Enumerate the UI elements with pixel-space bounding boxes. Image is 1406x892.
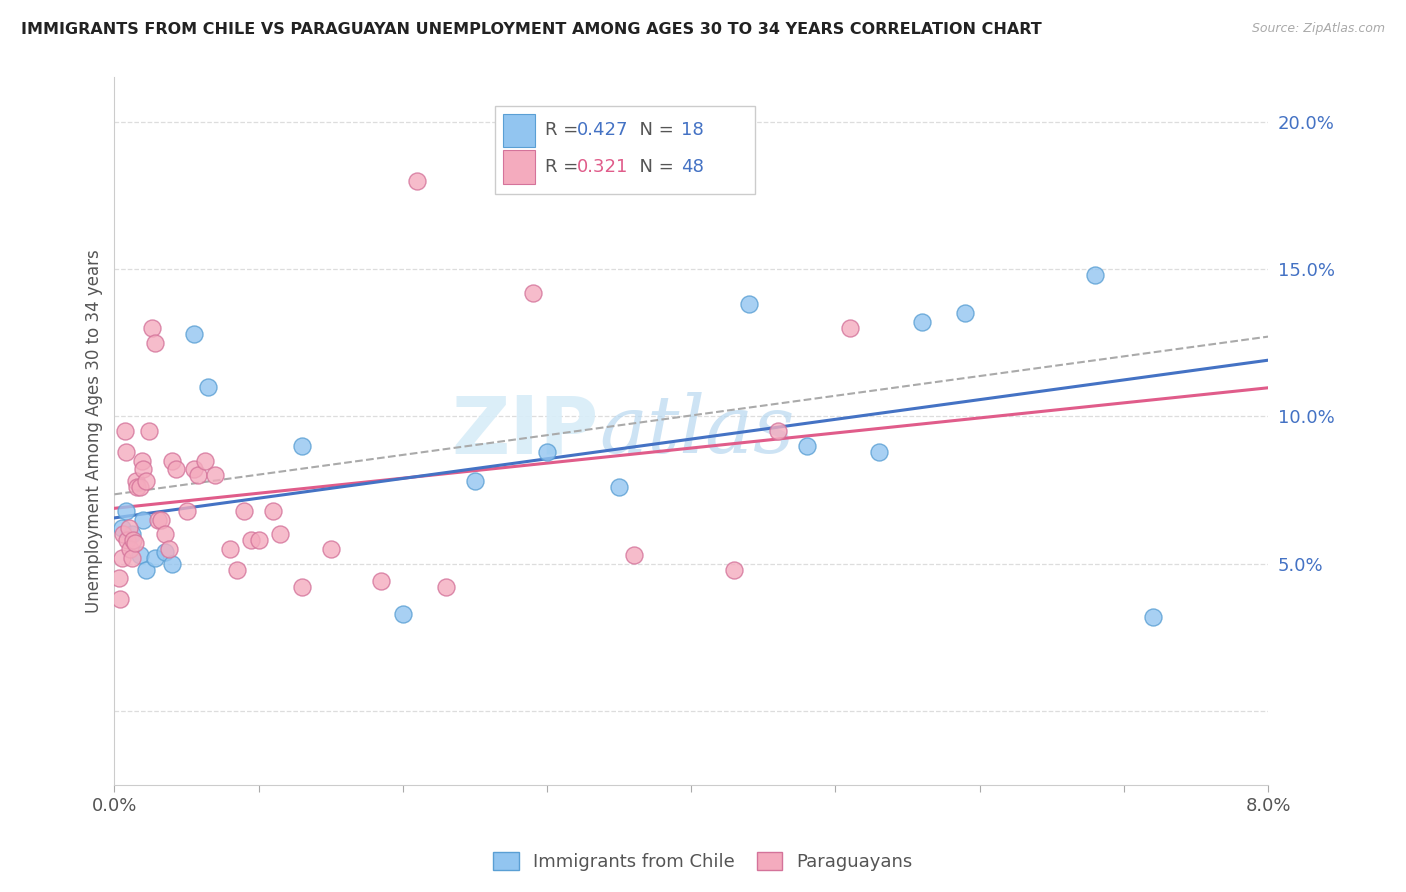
Point <box>129 548 152 562</box>
Point <box>135 563 157 577</box>
Point <box>124 536 146 550</box>
Point <box>165 462 187 476</box>
Point <box>291 439 314 453</box>
Point <box>122 533 145 548</box>
Point <box>183 326 205 341</box>
Point <box>911 315 934 329</box>
Text: 0.321: 0.321 <box>576 158 628 177</box>
Point <box>406 173 429 187</box>
Point <box>434 580 457 594</box>
Text: Source: ZipAtlas.com: Source: ZipAtlas.com <box>1251 22 1385 36</box>
Point <box>868 444 890 458</box>
Point <box>738 297 761 311</box>
Point <box>125 474 148 488</box>
Bar <box>503 113 536 147</box>
Point <box>187 468 209 483</box>
Text: N =: N = <box>627 121 679 139</box>
Point <box>723 563 745 577</box>
Point <box>204 468 226 483</box>
Point <box>796 439 818 453</box>
Point <box>953 306 976 320</box>
Point <box>536 444 558 458</box>
Legend: Immigrants from Chile, Paraguayans: Immigrants from Chile, Paraguayans <box>486 845 920 879</box>
Point <box>149 512 172 526</box>
Point <box>269 527 291 541</box>
Text: R =: R = <box>544 121 583 139</box>
Point <box>107 571 129 585</box>
Point <box>623 548 645 562</box>
Point <box>176 504 198 518</box>
Point <box>141 321 163 335</box>
Text: 48: 48 <box>681 158 704 177</box>
Point <box>153 545 176 559</box>
Text: R =: R = <box>544 158 583 177</box>
Point <box>135 474 157 488</box>
Point <box>146 512 169 526</box>
Point <box>262 504 284 518</box>
Point <box>247 533 270 548</box>
Bar <box>503 150 536 185</box>
Point <box>115 504 138 518</box>
Point <box>607 480 630 494</box>
Point <box>319 541 342 556</box>
Point <box>1142 609 1164 624</box>
Point <box>522 285 544 300</box>
Point <box>194 453 217 467</box>
Point <box>129 480 152 494</box>
Text: IMMIGRANTS FROM CHILE VS PARAGUAYAN UNEMPLOYMENT AMONG AGES 30 TO 34 YEARS CORRE: IMMIGRANTS FROM CHILE VS PARAGUAYAN UNEM… <box>21 22 1042 37</box>
Point <box>112 527 135 541</box>
Point <box>111 521 134 535</box>
Point <box>117 533 139 548</box>
Y-axis label: Unemployment Among Ages 30 to 34 years: Unemployment Among Ages 30 to 34 years <box>86 249 103 613</box>
Point <box>157 541 180 556</box>
Point <box>108 592 131 607</box>
Point <box>118 521 141 535</box>
Point <box>218 541 240 556</box>
FancyBboxPatch shape <box>495 106 755 194</box>
Point <box>153 527 176 541</box>
Point <box>1084 268 1107 282</box>
Point <box>115 444 138 458</box>
Point <box>132 512 155 526</box>
Point <box>114 424 136 438</box>
Point <box>240 533 263 548</box>
Point <box>464 474 486 488</box>
Point <box>138 424 160 438</box>
Point <box>111 550 134 565</box>
Point <box>766 424 789 438</box>
Point <box>131 453 153 467</box>
Point <box>120 541 142 556</box>
Point <box>143 550 166 565</box>
Point <box>183 462 205 476</box>
Point <box>370 574 392 589</box>
Point <box>291 580 314 594</box>
Point <box>127 480 149 494</box>
Point <box>226 563 249 577</box>
Point <box>132 462 155 476</box>
Text: 18: 18 <box>681 121 703 139</box>
Point <box>121 550 143 565</box>
Point <box>160 453 183 467</box>
Point <box>160 557 183 571</box>
Point <box>197 380 219 394</box>
Text: N =: N = <box>627 158 679 177</box>
Point <box>143 335 166 350</box>
Point <box>391 607 413 621</box>
Text: atlas: atlas <box>599 392 794 470</box>
Point <box>233 504 256 518</box>
Text: 0.427: 0.427 <box>576 121 628 139</box>
Point <box>121 527 143 541</box>
Point <box>838 321 860 335</box>
Text: ZIP: ZIP <box>451 392 599 470</box>
